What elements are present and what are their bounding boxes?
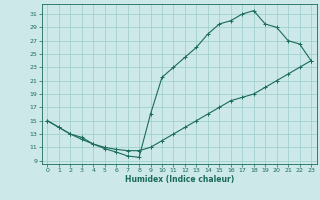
- X-axis label: Humidex (Indice chaleur): Humidex (Indice chaleur): [124, 175, 234, 184]
